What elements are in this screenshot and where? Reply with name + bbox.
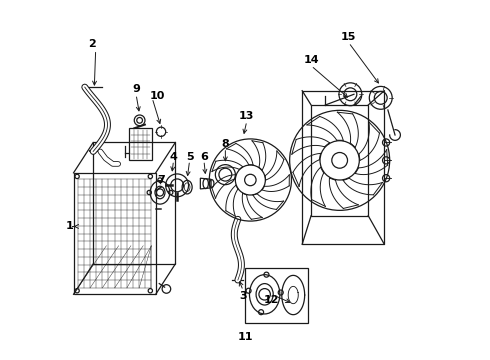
- Text: 9: 9: [132, 84, 140, 94]
- Text: 13: 13: [239, 111, 254, 121]
- Text: 2: 2: [88, 39, 96, 49]
- Text: 4: 4: [170, 152, 177, 162]
- Text: 15: 15: [341, 32, 356, 42]
- Text: 12: 12: [264, 295, 279, 305]
- Text: 1: 1: [65, 221, 73, 231]
- Text: 10: 10: [150, 91, 165, 101]
- Text: 3: 3: [240, 291, 247, 301]
- Text: 11: 11: [237, 332, 253, 342]
- Text: 14: 14: [303, 55, 319, 65]
- Text: 8: 8: [221, 139, 229, 149]
- Text: 6: 6: [200, 152, 208, 162]
- Text: 5: 5: [186, 152, 194, 162]
- Text: 7: 7: [157, 175, 165, 185]
